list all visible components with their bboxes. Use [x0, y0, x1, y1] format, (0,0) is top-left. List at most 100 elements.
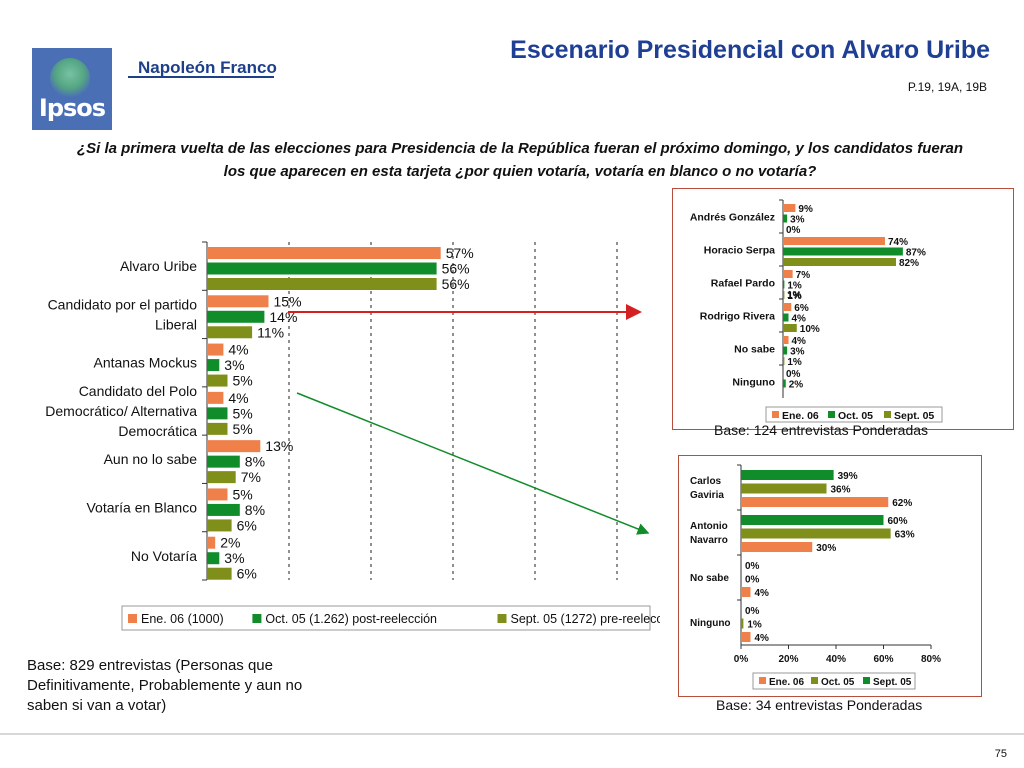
- bar-value-label: 30%: [816, 543, 836, 554]
- bar-value-label: 7%: [796, 270, 811, 281]
- bar-value-label: 11%: [257, 324, 284, 340]
- legend-swatch: [252, 614, 262, 623]
- category-label: Horacio Serpa: [704, 245, 775, 257]
- bar-value-label: 56%: [442, 261, 470, 277]
- category-label: Ninguno: [690, 618, 731, 629]
- bar-value-label: 3%: [224, 550, 244, 566]
- logo-text: Ipsos: [38, 94, 106, 122]
- bar: [783, 237, 885, 245]
- bar: [741, 542, 813, 552]
- bar-value-label: 62%: [892, 498, 912, 509]
- bar-value-label: 63%: [895, 530, 915, 541]
- ipsos-logo: Ipsos: [32, 48, 112, 130]
- bar: [783, 336, 789, 344]
- bar-value-label: 36%: [831, 485, 851, 496]
- bar: [741, 587, 751, 597]
- bar-value-label: 82%: [899, 258, 919, 269]
- bar-value-label: 0%: [745, 561, 760, 572]
- bar: [207, 567, 232, 580]
- bar-value-label: 4%: [755, 588, 770, 599]
- bar: [207, 326, 253, 339]
- bar: [783, 357, 785, 365]
- legend-swatch: [128, 614, 137, 623]
- bar-value-label: 1%: [787, 357, 802, 368]
- bar: [207, 422, 228, 435]
- category-label: Antanas Mockus: [94, 355, 198, 371]
- bar-value-label: 6%: [794, 303, 809, 314]
- polo-bar-chart: 0% 20% 40% 60% 80% Carlos Gaviria 39% 36% 62% Anto…: [690, 464, 941, 690]
- bar-value-label: 0%: [745, 606, 760, 617]
- bar-value-label: 13%: [265, 438, 293, 454]
- legend-label: Ene. 06: [769, 677, 804, 688]
- bar-value-label: 7%: [241, 469, 261, 485]
- bar: [207, 262, 437, 275]
- legend-label: Ene. 06: [782, 410, 819, 422]
- bar: [783, 247, 903, 256]
- bar-value-label: 56%: [442, 276, 470, 292]
- bar: [741, 470, 834, 480]
- bar: [783, 214, 788, 223]
- bar-value-label: 2%: [789, 380, 804, 391]
- bar-value-label: 39%: [838, 471, 858, 482]
- category-label: Votaría en Blanco: [86, 499, 197, 515]
- survey-question: ¿Si la primera vuelta de las elecciones …: [76, 140, 964, 180]
- bar-value-label: 4%: [792, 314, 807, 325]
- bar: [783, 379, 786, 388]
- category-label: No sabe: [734, 344, 775, 356]
- bar: [207, 471, 236, 484]
- bar-value-label: 74%: [888, 237, 908, 248]
- page-number: 75: [994, 748, 1007, 760]
- base-bottom-label: Base: 34 entrevistas Ponderadas: [716, 697, 923, 713]
- base-top-label: Base: 124 entrevistas Ponderadas: [714, 422, 929, 438]
- category-label: Rafael Pardo: [711, 278, 775, 290]
- bar: [207, 407, 228, 420]
- legend-swatch: [759, 677, 766, 684]
- category-label: Rodrigo Rivera: [700, 311, 775, 323]
- bar-value-label: 10%: [800, 324, 820, 335]
- bar: [783, 280, 785, 289]
- category-label: Candidato del Polo Democrático/ Alternati…: [45, 383, 197, 439]
- legend-swatch: [772, 411, 779, 418]
- bar-value-label: 1%: [787, 290, 802, 301]
- bar-value-label: 5%: [233, 486, 253, 502]
- bar: [207, 359, 220, 372]
- legend-label: Ene. 06 (1000): [141, 612, 224, 626]
- legend-swatch: [811, 677, 818, 684]
- bar: [207, 310, 265, 323]
- x-tick-label: 60%: [873, 654, 893, 665]
- bar: [207, 455, 240, 468]
- bar: [783, 303, 792, 311]
- category-label: Candidato por el partido Liberal: [48, 296, 198, 332]
- liberal-chart-frame: [672, 188, 1014, 430]
- page-title: Escenario Presidencial con Alvaro Uribe: [510, 36, 990, 64]
- legend-box: [121, 605, 651, 631]
- bar-value-label: 1%: [747, 620, 762, 631]
- category-label: Aun no lo sabe: [104, 451, 198, 467]
- bar-value-label: 3%: [224, 357, 244, 373]
- bar-value-label: 2%: [220, 535, 240, 551]
- bar-value-label: 1%: [787, 281, 802, 292]
- bar-value-label: 4%: [792, 336, 807, 347]
- bar: [207, 247, 441, 259]
- bar-value-label: 5%: [233, 405, 253, 421]
- bar-value-label: 87%: [906, 248, 926, 259]
- legend-swatch: [497, 614, 507, 623]
- question-reference: P.19, 19A, 19B: [907, 80, 987, 94]
- bar-value-label: 6%: [237, 566, 257, 582]
- bar-value-label: 14%: [269, 309, 297, 325]
- category-label: Andrés González: [690, 212, 775, 224]
- category-label: No Votaría: [131, 548, 197, 564]
- bar: [207, 440, 261, 453]
- bar-value-label: 6%: [237, 517, 257, 533]
- legend-label: Oct. 05: [838, 410, 873, 422]
- bar: [741, 528, 891, 539]
- legend-swatch: [863, 677, 870, 684]
- bar-value-label: 5%: [233, 373, 253, 389]
- bar-value-label: 5%: [233, 421, 253, 437]
- brand-underline: [128, 76, 274, 78]
- bar-value-label: 3%: [790, 347, 805, 358]
- bar-value-label: 60%: [888, 516, 908, 527]
- category-label: Ninguno: [732, 377, 775, 389]
- footer-divider: [0, 733, 1024, 735]
